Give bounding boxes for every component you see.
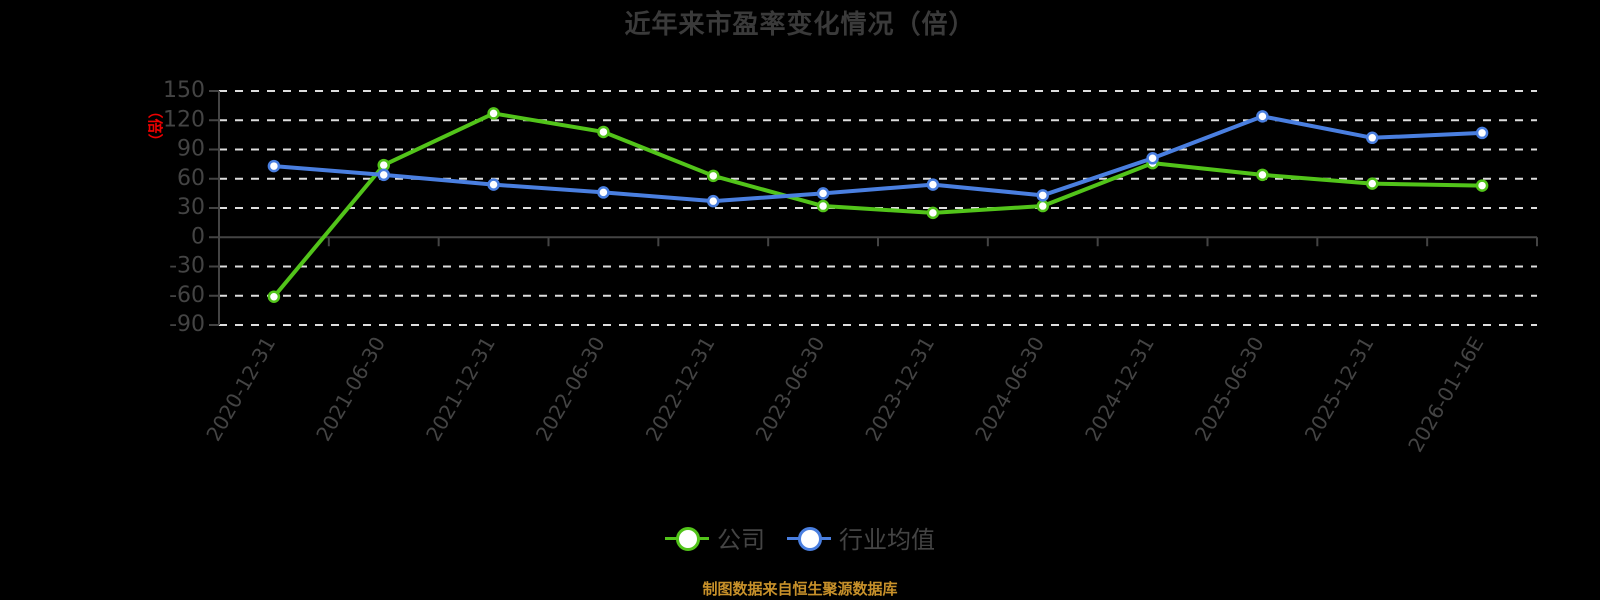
industry-data-point[interactable] [487,178,500,191]
legend-company-label: 公司 [717,526,765,554]
company-data-point[interactable] [1475,179,1489,192]
x-axis-ticks: 2020-12-31 2021-06-30 2021-12-31 2022-06-30… [201,333,1488,457]
x-tick-label: 2025-12-31 [1300,333,1379,446]
industry-data-point[interactable] [1366,131,1379,145]
y-tick-label: -60 [169,283,205,308]
company-line [272,111,1483,299]
legend-item-industry[interactable]: 行业均值 [787,520,935,555]
axes [209,90,1538,326]
company-data-point[interactable] [816,199,830,213]
x-tick-label: 2021-06-30 [311,333,390,446]
company-data-point[interactable] [926,206,940,220]
legend-company-marker-icon [665,526,709,551]
y-tick-label: -30 [169,254,205,279]
company-data-point[interactable] [267,290,281,303]
legend-item-company[interactable]: 公司 [665,520,765,555]
industry-data-point[interactable] [1146,152,1159,165]
y-tick-label: 60 [177,166,205,191]
data-source-footer: 制图数据来自恒生聚源数据库 [702,580,898,598]
industry-data-point[interactable] [816,187,830,200]
industry-line [273,114,1483,204]
company-data-point[interactable] [1036,199,1049,213]
industry-data-point[interactable] [1036,189,1049,202]
industry-data-point[interactable] [1475,126,1489,140]
legend-industry-dot [798,526,822,551]
industry-data-point[interactable] [597,186,610,199]
x-tick-label: 2021-12-31 [421,333,500,446]
y-tick-label: 90 [177,137,205,162]
legend-company-dot [676,526,700,551]
y-tick-label: 30 [177,195,205,220]
company-data-point[interactable] [707,169,720,183]
y-axis-ticks: 150 120 90 60 30 0 -30 -60 -90 [163,78,205,337]
legend: 公司 行业均值 [0,520,1600,555]
industry-data-point[interactable] [377,168,390,182]
industry-data-point[interactable] [267,159,281,173]
y-tick-label: 0 [191,224,205,249]
x-tick-label: 2023-06-30 [751,333,830,446]
company-data-point[interactable] [1256,168,1269,182]
x-tick-label: 2022-12-31 [641,333,720,446]
company-data-point[interactable] [487,107,500,120]
industry-data-point[interactable] [926,178,940,191]
x-tick-label: 2023-12-31 [860,333,939,446]
x-tick-label: 2022-06-30 [531,333,610,446]
y-tick-label: 120 [163,107,205,132]
company-data-point[interactable] [597,125,610,139]
x-tick-label: 2024-06-30 [970,333,1049,446]
y-tick-label: 150 [163,78,205,103]
y-tick-label: -90 [169,312,205,337]
chart-title: 近年来市盈率变化情况（倍） [624,10,976,40]
y-axis-unit-label: （倍） [146,103,164,148]
industry-data-point[interactable] [1256,110,1269,123]
x-tick-label: 2024-12-31 [1080,333,1159,446]
series-lines [267,107,1489,303]
company-data-point[interactable] [1366,177,1379,190]
legend-industry-label: 行业均值 [839,526,935,554]
legend-industry-marker-icon [787,526,831,551]
x-tick-label: 2026-01-16E [1403,333,1488,457]
x-tick-label: 2025-06-30 [1190,333,1269,446]
x-tick-label: 2020-12-31 [201,333,280,446]
industry-data-point[interactable] [707,194,720,208]
